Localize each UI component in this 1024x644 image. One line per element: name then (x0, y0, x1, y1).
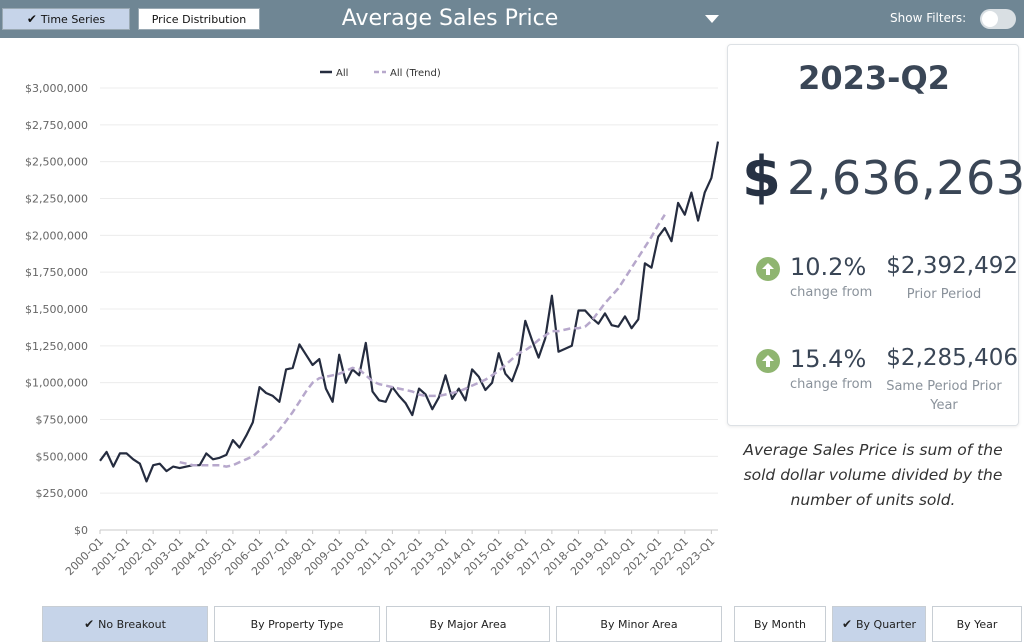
prior-year-pct: 15.4% (790, 345, 867, 373)
prior-period-value: $2,392,492 (886, 253, 1018, 279)
page-title: Average Sales Price (0, 6, 900, 31)
y-tick-label: $500,000 (36, 450, 89, 463)
by-month-button[interactable]: By Month (734, 606, 826, 642)
tab-time-series[interactable]: ✔ Time Series (2, 8, 130, 30)
change-from-label: change from (790, 377, 873, 392)
average-sales-price-chart: $0 $250,000 $500,000 $750,000 $1,000,000 $1,2… (25, 68, 720, 578)
show-filters-toggle[interactable] (980, 9, 1016, 29)
button-label: By Year (956, 617, 998, 631)
metric-description: Average Sales Price is sum of the sold d… (743, 441, 1003, 509)
by-year-button[interactable]: By Year (932, 606, 1022, 642)
y-tick-label: $3,000,000 (25, 82, 88, 95)
header-bar: ✔ Time Series Price Distribution Average… (0, 0, 1024, 38)
checkmark-icon: ✔ (26, 12, 37, 26)
y-tick-label: $250,000 (36, 487, 89, 500)
legend-label: All (Trend) (390, 68, 441, 79)
tab-label: Time Series (40, 12, 106, 26)
prior-year-label: Same Period Prior Year (886, 379, 1002, 413)
y-tick-label: $2,000,000 (25, 229, 88, 242)
no-breakout-button[interactable]: ✔ No Breakout (42, 606, 208, 642)
button-label: By Quarter (856, 617, 917, 631)
up-arrow-icon (756, 257, 780, 281)
trend-line (179, 214, 666, 468)
y-tick-label: $2,750,000 (25, 119, 88, 132)
by-property-type-button[interactable]: By Property Type (214, 606, 380, 642)
y-tick-label: $2,250,000 (25, 193, 88, 206)
tab-price-distribution[interactable]: Price Distribution (138, 8, 260, 30)
average-price-amount: 2,636,263 (786, 150, 1024, 205)
y-tick-label: $1,750,000 (25, 266, 88, 279)
by-minor-area-button[interactable]: By Minor Area (556, 606, 722, 642)
button-label: No Breakout (98, 617, 166, 631)
button-label: By Minor Area (600, 617, 678, 631)
prior-period-stat: 10.2% change from $2,392,492 Prior Perio… (728, 249, 1020, 309)
dollar-sign-icon: $ (742, 145, 781, 210)
checkmark-icon: ✔ (84, 617, 95, 631)
by-quarter-button[interactable]: ✔ By Quarter (832, 606, 926, 642)
y-tick-label: $1,500,000 (25, 303, 88, 316)
series-line (99, 141, 720, 483)
tab-label: Price Distribution (151, 12, 247, 26)
y-tick-label: $0 (74, 524, 88, 537)
summary-card: 2023-Q2 $ 2,636,263 10.2% change from $2… (727, 44, 1024, 426)
legend-label: All (336, 68, 348, 79)
by-major-area-button[interactable]: By Major Area (386, 606, 550, 642)
show-filters-label: Show Filters: (890, 11, 967, 25)
page-title-text: Average Sales Price (341, 6, 559, 31)
average-price-value: $ 2,636,263 (742, 145, 1024, 210)
prior-year-value: $2,285,406 (886, 345, 1018, 371)
y-tick-label: $2,500,000 (25, 156, 88, 169)
checkmark-icon: ✔ (841, 617, 852, 631)
y-tick-label: $1,250,000 (25, 340, 88, 353)
button-label: By Property Type (250, 617, 344, 631)
chevron-down-icon[interactable] (705, 15, 719, 23)
button-label: By Month (753, 617, 807, 631)
change-from-label: change from (790, 285, 873, 300)
prior-period-label: Prior Period (906, 287, 982, 302)
period-label: 2023-Q2 (798, 59, 950, 97)
y-tick-label: $1,000,000 (25, 377, 88, 390)
prior-year-stat: 15.4% change from $2,285,406 Same Period… (728, 341, 1020, 413)
y-tick-label: $750,000 (36, 414, 89, 427)
prior-period-pct: 10.2% (790, 253, 867, 281)
button-label: By Major Area (429, 617, 507, 631)
toggle-knob (982, 11, 998, 27)
up-arrow-icon (756, 349, 780, 373)
